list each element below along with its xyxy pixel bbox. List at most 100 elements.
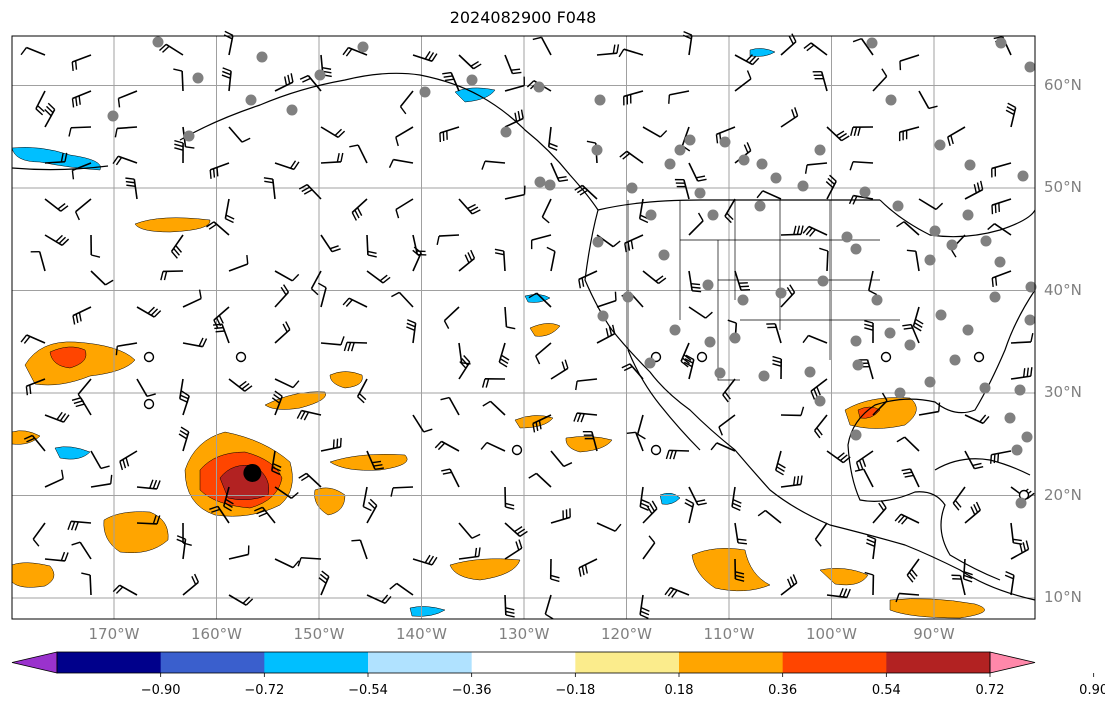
barb-feather xyxy=(680,360,689,368)
wind-barb xyxy=(639,594,650,619)
barb-staff xyxy=(72,162,92,172)
barb-feather xyxy=(737,538,747,541)
wind-barb xyxy=(990,450,1012,464)
barb-feather xyxy=(810,390,816,400)
wind-barb xyxy=(318,570,330,596)
barb-feather xyxy=(614,523,622,532)
wind-barb xyxy=(395,198,414,219)
barb-staff xyxy=(808,334,828,344)
wind-barb xyxy=(25,378,46,396)
barb-feather xyxy=(624,243,627,253)
barb-feather xyxy=(319,573,328,581)
barb-feather xyxy=(612,240,621,248)
wind-barb xyxy=(849,160,874,171)
barb-staff xyxy=(44,477,64,488)
wind-barb xyxy=(804,162,828,174)
barb-feather xyxy=(894,513,902,522)
barb-feather xyxy=(664,587,671,596)
wind-barb xyxy=(803,42,828,56)
wind-barb xyxy=(222,486,234,512)
map-frame xyxy=(11,35,1036,620)
barb-staff xyxy=(90,483,111,488)
barb-feather xyxy=(511,68,521,71)
barb-feather xyxy=(718,426,723,436)
barb-staff xyxy=(669,90,690,96)
barb-feather xyxy=(224,30,234,37)
coastline xyxy=(934,458,1031,476)
barb-feather xyxy=(866,535,876,540)
barb-feather xyxy=(193,573,200,583)
barb-feather xyxy=(173,248,180,256)
barb-staff xyxy=(70,126,92,129)
barb-feather xyxy=(329,245,339,250)
barb-feather xyxy=(356,207,363,216)
barb-feather xyxy=(950,135,954,145)
colorbar-segment xyxy=(886,652,991,673)
barb-feather xyxy=(854,468,864,472)
colorbar-tick-label: −0.18 xyxy=(555,683,596,698)
wind-barb xyxy=(178,426,190,452)
wind-barb xyxy=(274,558,300,569)
barb-feather xyxy=(805,227,813,236)
barb-feather xyxy=(796,475,800,485)
barb-feather xyxy=(800,225,804,235)
wind-barb xyxy=(458,249,476,272)
barb-staff xyxy=(899,54,920,62)
barb-feather xyxy=(225,218,234,224)
barb-feather xyxy=(180,426,190,433)
barb-feather xyxy=(1022,542,1027,552)
wind-barb xyxy=(71,90,92,108)
wind-barb xyxy=(918,90,938,110)
barb-feather xyxy=(78,312,82,322)
station-dot xyxy=(694,187,706,199)
barb-feather xyxy=(206,221,215,228)
barb-feather xyxy=(469,206,479,212)
wind-barb xyxy=(774,450,786,476)
barb-feather xyxy=(115,157,123,166)
wind-barb xyxy=(544,594,554,620)
wind-barb xyxy=(582,430,598,452)
barb-feather xyxy=(550,578,560,583)
calm-wind-circle xyxy=(973,351,985,363)
wind-barb xyxy=(780,225,804,236)
barb-feather xyxy=(864,571,874,576)
barb-feather xyxy=(71,98,75,108)
barb-feather xyxy=(685,498,694,505)
barb-staff xyxy=(904,436,920,452)
station-dot xyxy=(1024,314,1036,326)
wind-barb xyxy=(901,468,920,488)
barb-feather xyxy=(669,450,674,460)
coastline xyxy=(179,72,1036,601)
barb-feather xyxy=(245,598,254,606)
wind-barb xyxy=(213,306,230,329)
wind-barb xyxy=(688,270,702,293)
barb-feather xyxy=(735,571,745,575)
station-dot xyxy=(852,359,864,371)
barb-staff xyxy=(136,378,148,397)
barb-feather xyxy=(505,614,515,618)
barb-staff xyxy=(681,126,690,147)
wind-barb xyxy=(642,126,668,138)
barb-feather xyxy=(64,552,69,562)
station-dot xyxy=(357,41,369,53)
barb-feather xyxy=(520,109,524,119)
wind-barb xyxy=(115,342,138,356)
barb-feather xyxy=(696,175,706,179)
wind-barb xyxy=(399,90,414,115)
wind-barb xyxy=(90,474,113,488)
barb-feather xyxy=(176,538,186,544)
barb-feather xyxy=(424,51,431,60)
barb-staff xyxy=(994,223,1012,236)
colorbar-segment xyxy=(782,652,887,673)
wind-barb xyxy=(271,450,282,476)
barb-feather xyxy=(952,502,960,511)
barb-feather xyxy=(436,235,440,246)
longitude-label: 100°W xyxy=(806,625,857,643)
wind-barb xyxy=(756,190,782,200)
barb-feather xyxy=(622,152,631,160)
wind-barb xyxy=(458,547,481,560)
barb-feather xyxy=(442,471,452,475)
wind-barb xyxy=(906,558,920,583)
barb-feather xyxy=(963,574,973,579)
